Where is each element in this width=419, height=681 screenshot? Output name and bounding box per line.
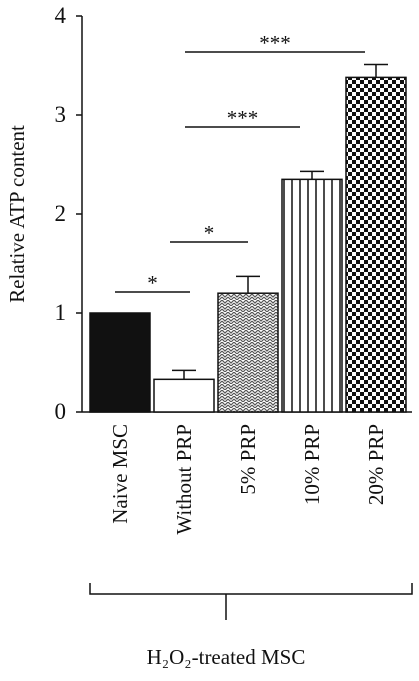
- x-tick-label: Naive MSC: [108, 424, 132, 524]
- bar: [217, 292, 279, 413]
- x-tick-label: Without PRP: [172, 424, 196, 535]
- significance-label: ***: [259, 31, 291, 55]
- bar: [281, 178, 343, 413]
- x-tick-label: 5% PRP: [236, 424, 260, 495]
- bar: [89, 312, 151, 413]
- y-tick-label: 2: [55, 201, 67, 226]
- significance-label: *: [147, 271, 158, 295]
- y-tick-label: 4: [55, 3, 67, 28]
- y-tick-label: 1: [55, 300, 67, 325]
- x-tick-label: 10% PRP: [300, 424, 324, 505]
- y-tick-label: 0: [55, 399, 67, 424]
- group-bracket: [89, 583, 413, 620]
- group-label: H₂O₂-treated MSC: [147, 645, 306, 669]
- significance-label: *: [204, 221, 215, 245]
- y-tick-label: 3: [55, 102, 67, 127]
- x-tick-label: 20% PRP: [364, 424, 388, 505]
- y-axis-label: Relative ATP content: [5, 125, 29, 303]
- significance-label: ***: [227, 106, 259, 130]
- bar: [345, 76, 407, 413]
- bar: [153, 378, 215, 413]
